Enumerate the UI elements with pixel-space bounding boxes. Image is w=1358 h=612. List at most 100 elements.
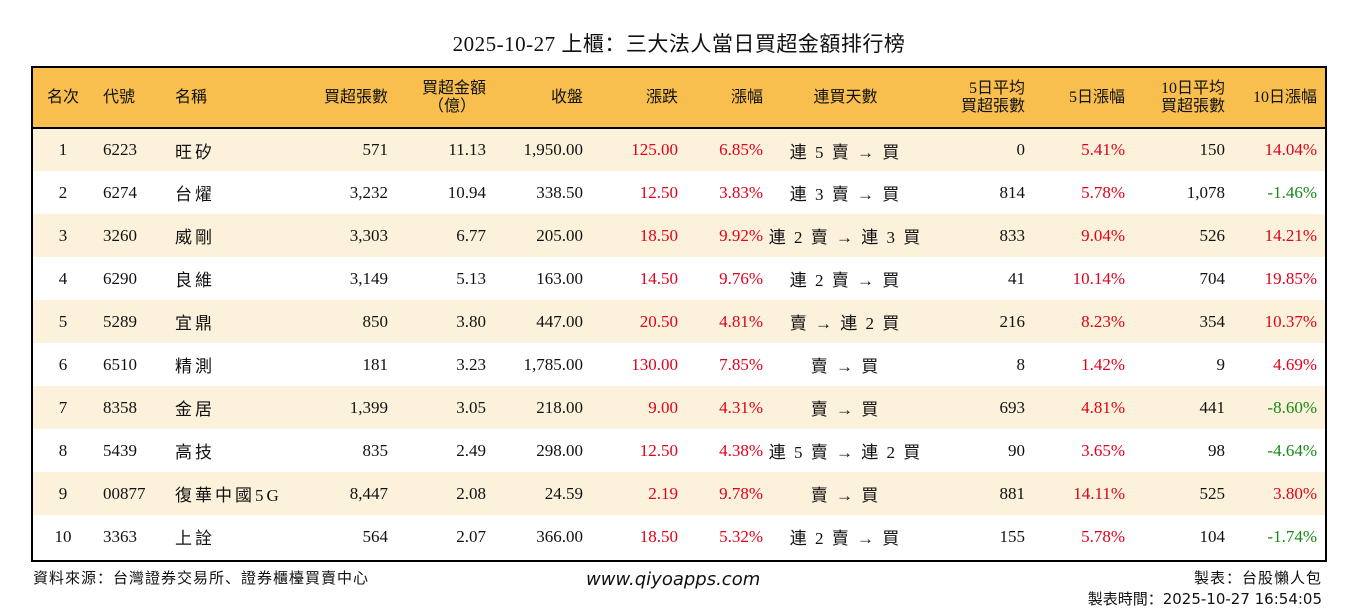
cell-pct10: 14.21% xyxy=(1264,225,1317,245)
cell-close: 163.00 xyxy=(536,268,583,288)
cell-avg10: 525 xyxy=(1199,483,1226,503)
cell-avg10: 98 xyxy=(1208,440,1225,460)
cell-change-pct: 6.85% xyxy=(719,140,763,159)
cell-net-buy-amount: 3.05 xyxy=(456,397,486,417)
cell-pct5: 8.23% xyxy=(1081,311,1125,331)
cell-change: 12.50 xyxy=(639,440,678,460)
cell-pct10: 4.69% xyxy=(1273,354,1317,374)
cell-close: 24.59 xyxy=(544,483,583,503)
cell-net-buy-amount: 2.08 xyxy=(456,483,486,503)
page-title: 2025-10-27 上櫃：三大法人當日買超金額排行榜 xyxy=(452,32,906,56)
cell-name: 良維 xyxy=(175,271,215,290)
cell-streak: 連 2 賣 → 買 xyxy=(789,529,902,548)
col-header-net-buy-amount-line2: （億） xyxy=(427,97,476,115)
cell-code: 3260 xyxy=(103,225,137,245)
cell-pct10: 19.85% xyxy=(1264,268,1317,288)
col-header-avg5-line1: 5日平均 xyxy=(968,79,1025,97)
cell-pct10: 10.37% xyxy=(1264,311,1317,331)
cell-change-pct: 4.31% xyxy=(719,397,763,417)
col-header-avg5-line2: 買超張數 xyxy=(960,97,1025,115)
cell-net-buy-lots: 564 xyxy=(362,526,389,546)
cell-change-pct: 3.83% xyxy=(719,182,763,202)
cell-code: 8358 xyxy=(103,397,137,417)
website-link[interactable]: www.qiyoapps.com xyxy=(586,569,761,590)
cell-avg5: 0 xyxy=(1016,140,1026,159)
col-header-change-pct: 漲幅 xyxy=(730,88,763,106)
cell-rank: 2 xyxy=(58,182,68,202)
table-row: 7 8358 金居 1,399 3.05 218.00 9.00 4.31% 賣 → 買 693 4… xyxy=(33,386,1325,429)
table-row: 8 5439 高技 835 2.49 298.00 12.50 4.38% 連 5 賣 → 連 … xyxy=(33,429,1325,472)
cell-avg5: 41 xyxy=(1008,268,1025,288)
cell-code: 3363 xyxy=(103,526,137,546)
cell-avg5: 881 xyxy=(999,483,1026,503)
cell-streak: 賣 → 買 xyxy=(810,357,881,376)
cell-name: 台燿 xyxy=(175,185,215,204)
cell-pct5: 10.14% xyxy=(1072,268,1125,288)
data-source: 資料來源：台灣證券交易所、證券櫃檯買賣中心 xyxy=(33,571,370,587)
cell-avg10: 354 xyxy=(1199,311,1226,331)
cell-change: 9.00 xyxy=(648,397,678,417)
cell-avg5: 814 xyxy=(999,182,1026,202)
cell-net-buy-lots: 1,399 xyxy=(349,397,388,417)
cell-change-pct: 9.78% xyxy=(719,483,763,503)
cell-change-pct: 9.92% xyxy=(719,225,763,245)
cell-streak: 連 2 賣 → 連 3 買 xyxy=(768,228,923,247)
cell-avg5: 155 xyxy=(999,526,1026,546)
cell-net-buy-amount: 3.80 xyxy=(456,311,486,331)
cell-net-buy-amount: 6.77 xyxy=(456,225,486,245)
generated-time: 製表時間：2025-10-27 16:54:05 xyxy=(1087,590,1322,608)
cell-change: 18.50 xyxy=(639,526,678,546)
cell-avg10: 104 xyxy=(1199,526,1226,546)
col-header-rank: 名次 xyxy=(46,88,79,106)
cell-avg10: 704 xyxy=(1199,268,1226,288)
cell-close: 366.00 xyxy=(536,526,583,546)
cell-streak: 賣 → 買 xyxy=(810,400,881,419)
cell-close: 447.00 xyxy=(536,311,583,331)
cell-streak: 連 5 賣 → 買 xyxy=(789,142,902,162)
cell-change-pct: 5.32% xyxy=(719,526,763,546)
col-header-close: 收盤 xyxy=(550,88,583,106)
cell-pct5: 4.81% xyxy=(1081,397,1125,417)
cell-pct10: 3.80% xyxy=(1273,483,1317,503)
cell-pct5: 5.78% xyxy=(1081,526,1125,546)
cell-rank: 9 xyxy=(58,483,68,503)
col-header-avg10-line1: 10日平均 xyxy=(1160,79,1225,97)
cell-rank: 7 xyxy=(58,397,68,417)
cell-change: 12.50 xyxy=(639,182,678,202)
cell-rank: 1 xyxy=(58,140,68,159)
cell-name: 精測 xyxy=(175,357,215,376)
cell-close: 1,785.00 xyxy=(523,354,584,374)
cell-code: 00877 xyxy=(103,483,146,503)
cell-streak: 連 3 賣 → 買 xyxy=(789,185,902,204)
cell-net-buy-lots: 3,303 xyxy=(349,225,388,245)
cell-name: 旺矽 xyxy=(175,142,215,162)
cell-rank: 10 xyxy=(54,526,72,546)
cell-net-buy-lots: 850 xyxy=(362,311,389,331)
cell-avg5: 8 xyxy=(1016,354,1026,374)
col-header-streak: 連買天數 xyxy=(813,88,878,106)
cell-close: 1,950.00 xyxy=(523,140,584,159)
table-row: 6 6510 精測 181 3.23 1,785.00 130.00 7.85% 賣 → 買 8 1… xyxy=(33,343,1325,386)
cell-net-buy-lots: 3,149 xyxy=(349,268,388,288)
cell-change-pct: 7.85% xyxy=(719,354,763,374)
cell-pct5: 9.04% xyxy=(1081,225,1125,245)
col-header-change: 漲跌 xyxy=(645,88,678,106)
cell-pct10: 14.04% xyxy=(1264,140,1317,159)
cell-pct10: -8.60% xyxy=(1267,397,1317,417)
cell-change: 2.19 xyxy=(648,483,678,503)
cell-rank: 3 xyxy=(58,225,68,245)
cell-rank: 5 xyxy=(58,311,68,331)
cell-net-buy-lots: 8,447 xyxy=(349,483,388,503)
table-row: 4 6290 良維 3,149 5.13 163.00 14.50 9.76% 連 2 賣 → … xyxy=(33,257,1325,300)
cell-close: 298.00 xyxy=(536,440,583,460)
cell-rank: 6 xyxy=(58,354,68,374)
table-row: 3 3260 威剛 3,303 6.77 205.00 18.50 9.92% 連 2 賣 → … xyxy=(33,214,1325,257)
cell-net-buy-amount: 2.49 xyxy=(456,440,486,460)
cell-name: 復華中國5G xyxy=(175,486,282,505)
cell-pct10: -4.64% xyxy=(1267,440,1317,460)
cell-rank: 4 xyxy=(58,268,68,288)
cell-streak: 連 2 賣 → 買 xyxy=(789,271,902,290)
cell-net-buy-amount: 2.07 xyxy=(456,526,486,546)
cell-streak: 賣 → 買 xyxy=(810,486,881,505)
cell-avg10: 9 xyxy=(1216,354,1226,374)
